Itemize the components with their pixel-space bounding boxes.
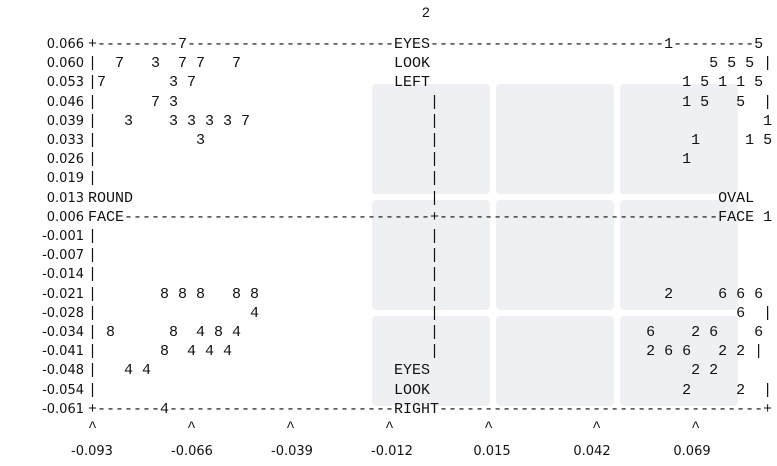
y-label: 0.039 — [4, 114, 84, 130]
y-label: -0.028 — [4, 306, 84, 322]
plot-row: FACE----------------------------------+-… — [88, 210, 772, 226]
x-label: -0.093 — [52, 444, 132, 460]
y-label: -0.061 — [4, 402, 84, 418]
y-label: -0.014 — [4, 267, 84, 283]
y-label: 0.053 — [4, 75, 84, 91]
plot-row: | 8 4 4 4 | 2 6 6 2 2 | — [88, 344, 763, 360]
plot-row: +-------4-------------------------RIGHT-… — [88, 402, 772, 418]
x-label: 0.015 — [452, 444, 532, 460]
plot-row: +---------7-----------------------EYES--… — [88, 37, 763, 53]
plot-row: | | — [88, 267, 439, 283]
y-label: 0.060 — [4, 56, 84, 72]
x-label: -0.066 — [152, 444, 232, 460]
plot-row: | 3 3 3 3 3 7 | 1 — [88, 114, 772, 130]
y-label: -0.007 — [4, 248, 84, 264]
plot-row: ROUND | OVAL — [88, 191, 754, 207]
plot-row: | 7 3 7 7 7 LOOK 5 5 5 | — [88, 56, 772, 72]
y-label: -0.001 — [4, 229, 84, 245]
x-label: 0.069 — [652, 444, 732, 460]
y-label: -0.054 — [4, 383, 84, 399]
y-label: -0.034 — [4, 325, 84, 341]
y-label: -0.048 — [4, 363, 84, 379]
y-label: -0.021 — [4, 287, 84, 303]
y-label: 0.033 — [4, 133, 84, 149]
y-label: 0.046 — [4, 95, 84, 111]
plot-row: | | — [88, 229, 439, 245]
plot-row: | 3 | 1 1 5 — [88, 133, 772, 149]
y-label: 0.066 — [4, 37, 84, 53]
plot-row: | | — [88, 248, 439, 264]
top-label: 2 — [422, 4, 430, 20]
y-label: 0.013 — [4, 191, 84, 207]
plot-row: |7 3 7 LEFT 1 5 1 1 5 — [88, 75, 763, 91]
plot-row: | | — [88, 171, 439, 187]
plot-row: | LOOK 2 2 | — [88, 383, 772, 399]
plot-row: | | 1 — [88, 152, 691, 168]
y-label: 0.026 — [4, 152, 84, 168]
y-label: 0.019 — [4, 171, 84, 187]
plot-row: | 4 4 EYES 2 2 — [88, 363, 718, 379]
plot-row: | 8 8 4 8 4 | 6 2 6 6 — [88, 325, 763, 341]
y-label: 0.006 — [4, 210, 84, 226]
y-label: -0.041 — [4, 344, 84, 360]
x-label: -0.012 — [352, 444, 432, 460]
x-label: -0.039 — [252, 444, 332, 460]
character-plot: 2 0.066+---------7----------------------… — [0, 0, 777, 466]
plot-row: | 4 | 6 | — [88, 306, 772, 322]
plot-row: | 7 3 | 1 5 5 | — [88, 95, 772, 111]
plot-row: | 8 8 8 8 8 | 2 6 6 6 — [88, 287, 763, 303]
caret-row: ^ ^ ^ ^ ^ ^ ^ — [88, 420, 700, 436]
x-label: 0.042 — [552, 444, 632, 460]
